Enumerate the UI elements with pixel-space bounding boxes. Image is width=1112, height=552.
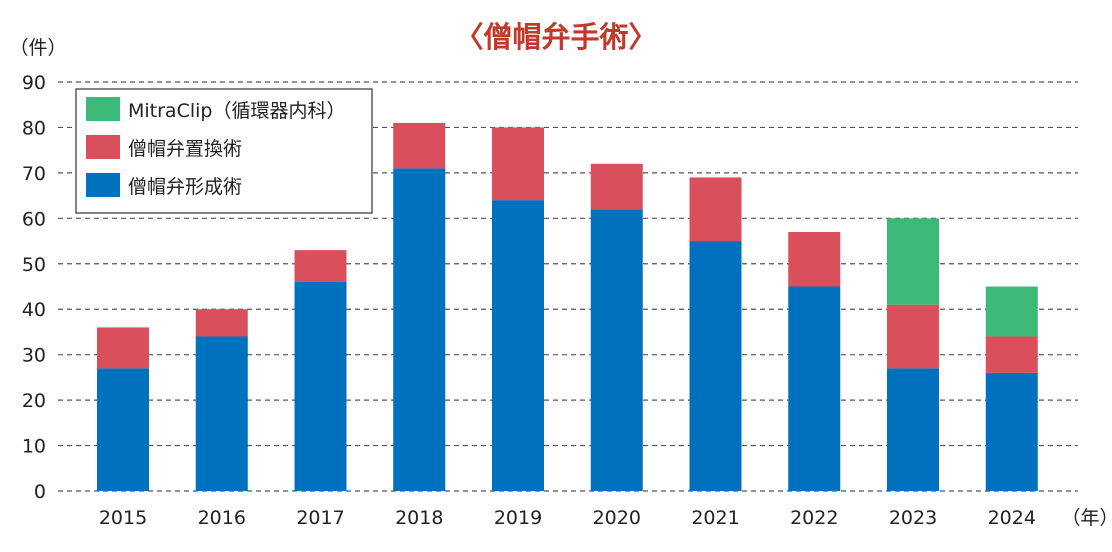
- bar-segment: [985, 286, 1038, 337]
- x-tick-label: 2024: [988, 507, 1036, 529]
- bar-segment: [788, 286, 841, 491]
- legend-swatch: [86, 173, 120, 197]
- bar-segment: [492, 200, 544, 491]
- bar-segment: [887, 304, 939, 369]
- bars: [97, 122, 1038, 491]
- x-axis-unit-label: （年）: [1061, 507, 1112, 529]
- bar-segment: [887, 368, 939, 491]
- bar-segment: [985, 372, 1038, 491]
- y-tick-label: 60: [22, 208, 46, 230]
- bar-segment: [393, 168, 446, 491]
- legend-label: MitraClip（循環器内科）: [128, 100, 345, 122]
- y-tick-label: 30: [22, 345, 46, 367]
- bar-segment: [97, 368, 149, 491]
- bar-segment: [689, 177, 742, 242]
- x-tick-label: 2016: [198, 507, 246, 529]
- x-tick-label: 2015: [99, 507, 147, 529]
- legend-label: 僧帽弁置換術: [128, 138, 242, 160]
- y-tick-label: 70: [22, 163, 46, 185]
- legend-swatch: [86, 135, 120, 159]
- y-tick-label: 80: [22, 117, 46, 139]
- y-axis-ticks: 0 10 20 30 40 50 60 70 80 90: [22, 72, 46, 503]
- bar-segment: [294, 281, 347, 491]
- bar-segment: [887, 218, 939, 305]
- x-tick-label: 2018: [395, 507, 443, 529]
- y-tick-label: 10: [22, 436, 46, 458]
- y-tick-label: 40: [22, 299, 46, 321]
- bar-segment: [195, 309, 248, 337]
- chart-title: 〈僧帽弁手術〉: [454, 20, 657, 54]
- legend-label: 僧帽弁形成術: [128, 176, 242, 198]
- x-tick-label: 2023: [889, 507, 937, 529]
- y-tick-label: 20: [22, 390, 46, 412]
- bar-segment: [492, 127, 544, 201]
- bar-segment: [788, 231, 841, 287]
- bar-segment: [97, 327, 149, 369]
- x-tick-label: 2022: [790, 507, 838, 529]
- x-tick-label: 2021: [691, 507, 739, 529]
- bar-segment: [689, 241, 742, 491]
- y-tick-label: 0: [34, 481, 46, 503]
- legend-swatch: [86, 97, 120, 121]
- bar-segment: [590, 209, 643, 491]
- x-tick-label: 2020: [593, 507, 641, 529]
- legend-box: [75, 88, 373, 214]
- x-tick-label: 2017: [296, 507, 344, 529]
- bar-segment: [195, 336, 248, 491]
- y-tick-label: 50: [22, 254, 46, 276]
- x-tick-label: 2019: [494, 507, 542, 529]
- bar-segment: [985, 336, 1038, 373]
- bar-segment: [590, 163, 643, 210]
- y-axis-unit-label: （件）: [9, 37, 66, 59]
- bar-segment: [294, 250, 347, 282]
- y-tick-label: 90: [22, 72, 46, 94]
- bar-segment: [393, 122, 446, 169]
- x-axis-ticks: 2015 2016 2017 2018 2019 2020 2021 2022 2023 2024: [99, 507, 1036, 529]
